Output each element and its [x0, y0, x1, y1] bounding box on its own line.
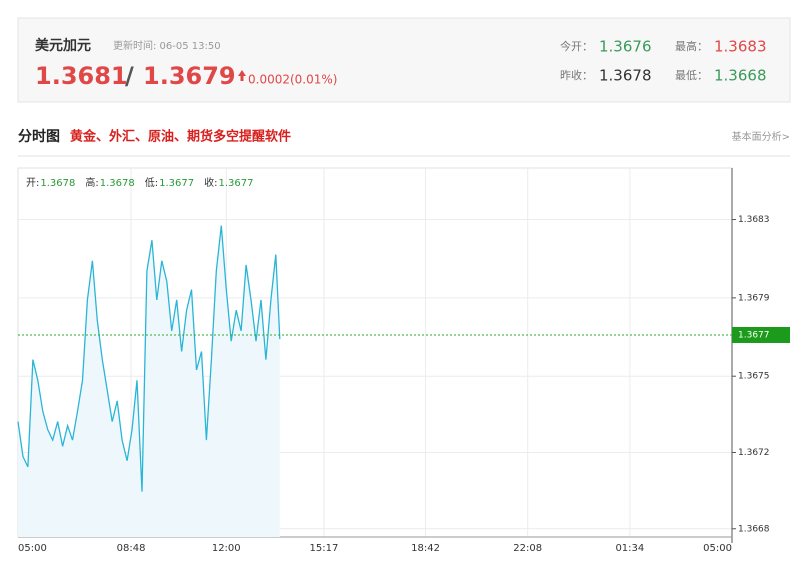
stat-value: 1.3668 — [714, 67, 767, 85]
y-tick-label: 1.3668 — [738, 524, 770, 534]
ohlc-label: 收: — [204, 176, 217, 189]
x-tick-label: 05:00 — [703, 543, 732, 554]
stat-label: 最低： — [675, 69, 708, 82]
update-time: 更新时间: 06-05 13:50 — [113, 39, 221, 52]
stat-value: 1.3678 — [599, 67, 652, 85]
analysis-link[interactable]: 基本面分析> — [732, 130, 790, 143]
ohlc-value: 1.3678 — [40, 178, 75, 189]
stat-value: 1.3676 — [599, 38, 652, 56]
plot: 05:00 08:48 12:00 15:17 18:42 22:08 01:34 05:00… — [17, 168, 790, 554]
x-tick-label: 01:34 — [615, 543, 644, 554]
up-arrow — [238, 70, 246, 81]
stat-label: 今开： — [560, 39, 593, 53]
stat-label: 昨收： — [560, 68, 593, 82]
change: 0.0002(0.01%) — [248, 73, 337, 87]
x-tick-label: 05:00 — [18, 543, 47, 554]
pair-title: 美元加元 — [35, 37, 91, 54]
stat-label: 最高： — [675, 39, 708, 53]
current-price-label: 1.3677 — [738, 330, 770, 340]
x-tick-label: 22:08 — [513, 543, 542, 554]
current-price-box — [732, 326, 790, 343]
bid: 1.3681 — [35, 62, 128, 90]
ask: 1.3679 — [143, 62, 236, 90]
x-tick-label: 18:42 — [411, 543, 440, 554]
ohlc-label: 低: — [145, 176, 158, 189]
ohlc-label: 高: — [85, 176, 98, 189]
ohlc-value: 1.3677 — [159, 178, 194, 189]
promo-link[interactable]: 黄金、外汇、原油、期货多空提醒软件 — [70, 129, 291, 145]
ohlc-value: 1.3677 — [219, 178, 254, 189]
x-tick-label: 12:00 — [212, 543, 241, 554]
y-tick-label: 1.3672 — [738, 448, 770, 458]
x-tick-label: 08:48 — [117, 543, 146, 554]
ohlc-value: 1.3678 — [100, 178, 135, 189]
x-tick-label: 15:17 — [310, 543, 339, 554]
section-title: 分时图 — [18, 128, 60, 145]
area — [18, 225, 280, 537]
price-line — [17, 225, 281, 492]
y-tick-label: 1.3683 — [738, 215, 770, 225]
stat-value: 1.3683 — [714, 38, 767, 56]
stats: 今开： 1.3676 最高： 1.3683 昨收： 1.3678 最低： 1.3668 — [560, 38, 767, 85]
y-tick-label: 1.3679 — [738, 293, 770, 303]
ohlc-label: 开: — [26, 178, 39, 189]
y-tick-label: 1.3675 — [738, 372, 770, 382]
separator: / — [125, 62, 134, 90]
quote-panel — [17, 17, 791, 103]
